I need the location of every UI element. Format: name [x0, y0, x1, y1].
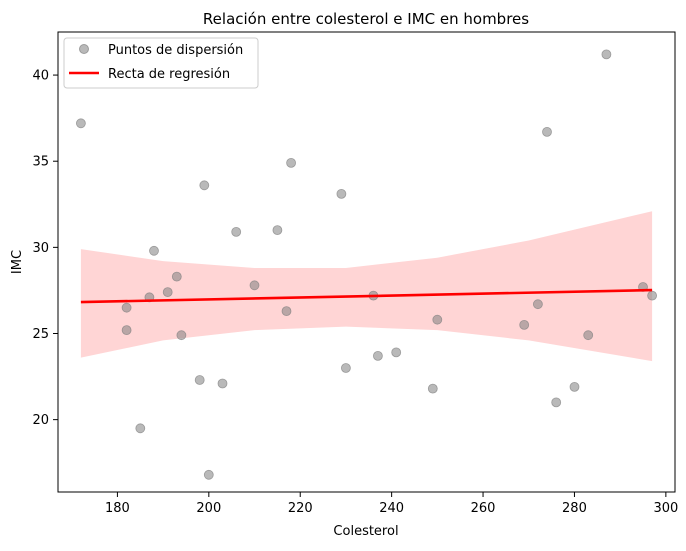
scatter-point [286, 157, 297, 168]
scatter-point [372, 350, 383, 361]
legend-label-points: Puntos de dispersión [108, 43, 243, 58]
plot-frame [57, 31, 676, 493]
x-tick-label: 280 [562, 501, 587, 516]
x-tick-label: 200 [196, 501, 221, 516]
legend: Puntos de dispersión Recta de regresión [63, 37, 259, 89]
x-tick-label: 240 [379, 501, 404, 516]
scatter-point [647, 290, 657, 301]
scatter-point [391, 347, 402, 358]
y-tick-label: 30 [32, 241, 49, 256]
scatter-point [336, 188, 347, 199]
scatter-point [542, 126, 552, 137]
scatter-point [194, 375, 205, 385]
scatter-point [176, 330, 187, 341]
scatter-point [427, 383, 438, 394]
x-tick-label: 300 [653, 501, 678, 516]
scatter-point [231, 226, 242, 237]
chart-title: Relación entre colesterol e IMC en hombr… [203, 10, 529, 28]
scatter-point [272, 225, 283, 236]
scatter-point [583, 330, 594, 341]
y-tick-label: 20 [32, 413, 49, 428]
scatter-point [601, 49, 612, 60]
scatter-point [76, 118, 86, 129]
scatter-point [162, 287, 173, 298]
scatter-point [171, 271, 182, 282]
x-tick-label: 180 [105, 501, 130, 516]
scatter-point [249, 280, 260, 291]
scatter-point [203, 469, 214, 480]
x-axis-label: Colesterol [333, 524, 398, 539]
scatter-point [432, 314, 443, 325]
legend-point-swatch [79, 44, 89, 54]
scatter-point [533, 299, 543, 310]
scatter-point [149, 245, 159, 256]
scatter-point [519, 319, 530, 330]
x-tick-label: 260 [471, 501, 496, 516]
scatter-point [135, 423, 146, 434]
scatter-point [121, 302, 132, 313]
scatter-point [340, 363, 351, 373]
scatter-point [199, 180, 210, 191]
scatter-point [551, 397, 562, 408]
y-tick-label: 40 [32, 69, 49, 84]
legend-box [63, 37, 259, 89]
scatter-point [121, 325, 132, 336]
regression-line [80, 288, 653, 304]
y-axis-label: IMC [10, 250, 25, 274]
y-tick-label: 25 [32, 327, 49, 342]
legend-label-line: Recta de regresión [108, 67, 230, 82]
x-tick-label: 220 [288, 501, 313, 516]
scatter-point [217, 378, 228, 389]
confidence-band [80, 211, 653, 362]
scatter-point [281, 306, 292, 317]
y-tick-label: 35 [32, 155, 49, 170]
scatter-point [569, 381, 580, 392]
